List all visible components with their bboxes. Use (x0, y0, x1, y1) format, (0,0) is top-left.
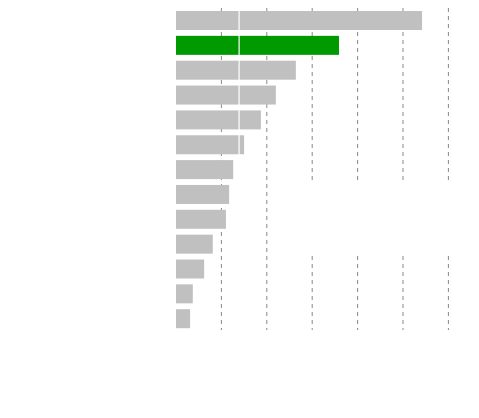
bar (176, 11, 423, 30)
bar (176, 110, 261, 130)
bar (176, 60, 296, 80)
bar (176, 309, 191, 329)
bar (176, 160, 234, 180)
bar (176, 135, 245, 155)
occluder (290, 180, 465, 255)
bar (176, 284, 193, 304)
bar (176, 234, 213, 254)
bar (176, 184, 230, 204)
bar (176, 259, 205, 279)
bar (176, 209, 226, 229)
bar (176, 85, 276, 105)
bar (176, 35, 339, 55)
